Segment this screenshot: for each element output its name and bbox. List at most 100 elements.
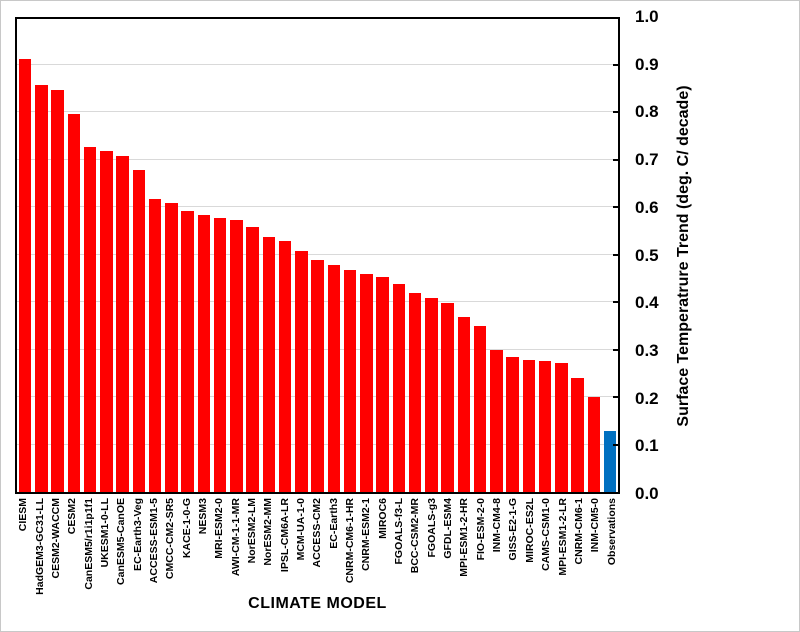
x-tick-label: ACCESS-ESM1-5: [147, 498, 160, 584]
bar-slot: [277, 19, 293, 492]
x-tick-label: CNRM-CM6-1-HR: [344, 498, 357, 584]
bar-slot: [521, 19, 537, 492]
x-tick-slot: FGOALS-g3: [424, 498, 440, 558]
gridline: [17, 63, 618, 65]
y-axis-tick: [613, 253, 618, 256]
y-axis-tick: [613, 396, 618, 398]
x-tick-slot: GISS-E2-1-G: [505, 498, 521, 560]
bar-slot: [602, 19, 618, 492]
bar-slot: [293, 19, 309, 492]
x-tick-slot: MIROC6: [375, 498, 391, 539]
model-bar: [18, 59, 32, 492]
y-tick-label: 0.2: [635, 388, 659, 408]
y-tick-label: 0.9: [635, 54, 659, 74]
x-tick-label: CanESM5/r1i1p1f1: [82, 498, 95, 590]
x-tick-label: EC-Earth3: [327, 498, 340, 549]
bar-slot: [163, 19, 179, 492]
x-tick-slot: CESM2: [64, 498, 80, 534]
x-tick-slot: ACCESS-CM2: [309, 498, 325, 567]
x-tick-slot: INM-CM4-8: [489, 498, 505, 552]
x-tick-label: MCM-UA-1-0: [295, 498, 308, 561]
gridline: [17, 111, 618, 112]
model-bar: [490, 350, 503, 492]
bar-slot: [423, 19, 439, 492]
bar-slot: [17, 19, 33, 492]
bar-slot: [196, 19, 212, 492]
x-tick-slot: MRI-ESM2-0: [211, 498, 227, 559]
x-tick-label: AWI-CM-1-1-MR: [229, 498, 242, 577]
y-axis-tick: [613, 63, 618, 66]
x-tick-slot: CNRM-ESM2-1: [358, 498, 374, 571]
model-bar: [230, 220, 243, 492]
bar-slot: [66, 19, 82, 492]
bar-slot: [472, 19, 488, 492]
bar-slot: [570, 19, 586, 492]
bars-container: [17, 19, 618, 492]
x-tick-slot: FGOALS-f3-L: [391, 498, 407, 565]
x-tick-label: CESM2: [66, 498, 79, 535]
model-bar: [538, 360, 552, 492]
y-axis-title-text: Surface Temperatrure Trend (deg. C/ deca…: [675, 85, 692, 427]
x-tick-label: CanESM5-CanOE: [115, 498, 128, 585]
model-bar: [457, 317, 471, 492]
x-tick-label: MPI-ESM1-2-LR: [556, 498, 569, 576]
bar-slot: [147, 19, 163, 492]
x-tick-slot: BCC-CSM2-MR: [407, 498, 423, 573]
model-bar: [408, 293, 422, 492]
bar-slot: [180, 19, 196, 492]
bar-slot: [131, 19, 147, 492]
x-tick-slot: GFDL-ESM4: [440, 498, 456, 559]
y-tick-label: 0.3: [635, 340, 659, 360]
y-tick-label: 0.8: [635, 102, 659, 122]
x-tick-slot: Observations: [603, 498, 619, 565]
x-tick-slot: EC-Earth3-Veg: [129, 498, 145, 571]
x-tick-label: NorESM2-MM: [262, 498, 275, 566]
x-tick-slot: IPSL-CM6A-LR: [277, 498, 293, 572]
x-tick-slot: ACCESS-ESM1-5: [146, 498, 162, 583]
model-bar: [392, 283, 406, 492]
y-tick-label: 0.4: [635, 293, 659, 313]
x-tick-label: EC-Earth3-Veg: [131, 498, 144, 571]
x-tick-slot: CanESM5-CanOE: [113, 498, 129, 585]
y-tick-label: 0.6: [635, 197, 659, 217]
x-tick-slot: CIESM: [15, 498, 31, 531]
x-tick-label: MRI-ESM2-0: [213, 498, 226, 559]
bar-slot: [326, 19, 342, 492]
bar-slot: [115, 19, 131, 492]
x-tick-label: MIROC6: [376, 498, 389, 539]
model-bar: [522, 359, 536, 492]
bar-slot: [82, 19, 98, 492]
x-tick-label: NorESM2-LM: [245, 498, 258, 564]
model-bar: [376, 276, 389, 492]
model-bar: [116, 156, 129, 492]
bar-slot: [505, 19, 521, 492]
y-axis-tick: [613, 111, 618, 113]
x-tick-slot: FIO-ESM-2-0: [473, 498, 489, 560]
model-bar: [51, 89, 64, 492]
plot-area: [15, 17, 620, 494]
x-tick-label: CMCC-CM2-SR5: [164, 498, 177, 580]
y-axis-tick: [613, 158, 618, 161]
model-bar: [83, 146, 97, 492]
model-bar: [555, 362, 568, 492]
x-tick-label: FIO-ESM-2-0: [474, 498, 487, 561]
x-tick-label: FGOALS-g3: [425, 498, 438, 558]
gridline: [17, 206, 618, 207]
y-tick-label: 1.0: [635, 7, 659, 26]
bar-slot: [553, 19, 569, 492]
x-tick-label: GISS-E2-1-G: [507, 498, 520, 561]
x-tick-slot: KACE-1-0-G: [178, 498, 194, 558]
x-tick-slot: NorESM2-LM: [244, 498, 260, 563]
model-bar: [473, 326, 487, 492]
x-tick-slot: INM-CM5-0: [587, 498, 603, 552]
model-bar: [35, 85, 48, 492]
model-bar: [343, 269, 357, 492]
y-tick-label: 0.0: [635, 484, 659, 503]
x-axis-labels: CIESM HadGEM3-GC31-LL CESM2-WACCM CESM2 CanE…: [15, 498, 620, 595]
bar-slot: [342, 19, 358, 492]
y-tick-label: 0.7: [635, 150, 659, 170]
x-tick-label: KACE-1-0-G: [180, 498, 193, 559]
y-axis-tick: [613, 348, 618, 351]
model-bar: [295, 250, 308, 492]
model-bar: [100, 151, 113, 492]
